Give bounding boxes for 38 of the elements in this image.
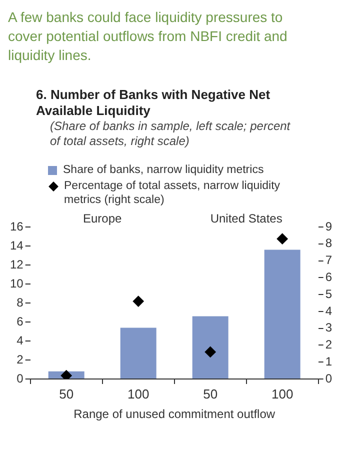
point <box>60 370 72 379</box>
point <box>132 296 144 307</box>
legend-label: Percentage of total assets, narrow liquidity metrics (right scale) <box>64 179 282 207</box>
chart-subtitle: (Share of banks in sample, left scale; percent of total assets, right scale) <box>50 119 292 149</box>
bar <box>264 250 300 378</box>
text: A few banks could face liquidity pressures to cover potential outflows from NBFI credit and liquidity lines. <box>8 8 288 65</box>
point <box>204 346 216 358</box>
y-tick-label: 12 <box>10 257 24 272</box>
y2-tick-label: 9 <box>325 219 332 234</box>
x-tick-label: 100 <box>271 386 294 402</box>
chart-title: 6. Number of Banks with Negative Net Available Liquidity <box>36 87 272 119</box>
text: United States <box>210 211 282 226</box>
x-tick-label: 50 <box>59 386 74 402</box>
x-tick-label: 100 <box>127 386 150 402</box>
y-tick-label: 4 <box>16 333 24 348</box>
y-tick-label: 6 <box>16 314 24 328</box>
y-tick-label: 10 <box>10 276 24 290</box>
point <box>276 233 288 244</box>
y2-tick-label: 5 <box>325 286 332 301</box>
y-tick-label: 8 <box>16 295 24 310</box>
y2-tick-label: 4 <box>325 304 332 318</box>
y-tick-label: 2 <box>16 352 24 366</box>
y-tick-label: 14 <box>10 238 24 252</box>
y-tick-label: 16 <box>10 219 24 234</box>
bar <box>120 328 156 378</box>
y2-tick-label: 8 <box>325 236 332 250</box>
text: Europe <box>82 211 122 226</box>
y2-tick-label: 6 <box>325 270 332 284</box>
x-tick-label: 50 <box>203 386 218 402</box>
bar <box>192 316 228 378</box>
y2-tick-label: 3 <box>325 320 332 335</box>
legend-label: Share of banks, narrow liquidity metrics <box>63 163 264 177</box>
y2-tick-label: 2 <box>325 338 332 352</box>
x-axis-title: Range of unused commitment outflow <box>74 407 276 422</box>
y2-tick-label: 0 <box>325 371 332 386</box>
y2-tick-label: 1 <box>325 354 332 368</box>
y-tick-label: 0 <box>16 371 24 386</box>
y2-tick-label: 7 <box>325 253 332 268</box>
